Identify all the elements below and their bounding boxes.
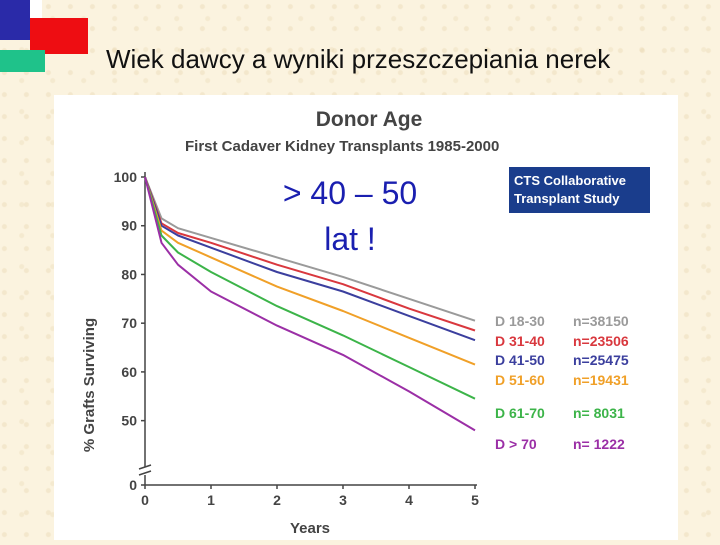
decorative-white-square <box>30 0 42 20</box>
x-tick-label: 5 <box>471 492 479 508</box>
x-tick-label: 1 <box>207 492 215 508</box>
cts-badge-line2: Transplant Study <box>514 191 620 206</box>
series-line-6 <box>144 176 476 432</box>
y-tick-label: 100 <box>114 169 138 185</box>
chart-subtitle: First Cadaver Kidney Transplants 1985-20… <box>185 138 499 155</box>
y-tick-label: 0 <box>129 477 137 493</box>
y-axis-label: % Grafts Surviving <box>81 318 98 452</box>
series-line-5 <box>144 176 476 400</box>
axis-break-mark <box>138 470 152 476</box>
cts-badge-line1: CTS Collaborative <box>514 173 626 188</box>
legend-n-1: n=38150 <box>573 313 629 329</box>
chart-panel: Donor Age First Cadaver Kidney Transplan… <box>54 95 678 540</box>
y-tick-label: 70 <box>121 315 137 331</box>
chart-title: Donor Age <box>316 108 423 131</box>
slide-title: Wiek dawcy a wyniki przeszczepiania nere… <box>106 44 611 74</box>
x-axis-label: Years <box>290 520 330 537</box>
legend-label-3: D 41-50 <box>495 352 545 368</box>
overlay-text-line2: lat ! <box>324 221 376 257</box>
legend-label-4: D 51-60 <box>495 372 545 388</box>
legend-n-6: n= 1222 <box>573 436 625 452</box>
axis-break-mark <box>138 464 152 470</box>
x-tick-label: 3 <box>339 492 347 508</box>
decorative-blue-square <box>0 0 30 40</box>
legend-label-5: D 61-70 <box>495 405 545 421</box>
series-line-2 <box>144 176 476 332</box>
legend-n-5: n= 8031 <box>573 405 625 421</box>
overlay-text-line1: > 40 – 50 <box>283 175 417 211</box>
legend-n-2: n=23506 <box>573 333 629 349</box>
cts-badge <box>509 167 650 213</box>
y-tick-label: 90 <box>121 218 137 234</box>
y-tick-label: 60 <box>121 364 137 380</box>
legend-label-1: D 18-30 <box>495 313 545 329</box>
x-tick-label: 4 <box>405 492 413 508</box>
series-line-1 <box>144 176 476 322</box>
y-tick-label: 50 <box>121 413 137 429</box>
decorative-green-square <box>0 50 45 72</box>
legend-n-4: n=19431 <box>573 372 629 388</box>
decorative-red-square <box>30 18 88 54</box>
series-lines <box>144 176 476 432</box>
survival-chart: Donor Age First Cadaver Kidney Transplan… <box>81 108 650 537</box>
chart-axes: 0 50 60 70 80 90 100 0 1 2 3 4 5 <box>114 169 479 508</box>
legend-label-6: D > 70 <box>495 436 537 452</box>
y-tick-label: 80 <box>121 266 137 282</box>
legend-label-2: D 31-40 <box>495 333 545 349</box>
x-tick-label: 2 <box>273 492 281 508</box>
series-line-4 <box>144 176 476 366</box>
x-tick-label: 0 <box>141 492 149 508</box>
chart-legend: D 18-30 n=38150 D 31-40 n=23506 D 41-50 n=254… <box>495 313 629 452</box>
series-line-3 <box>144 176 476 342</box>
legend-n-3: n=25475 <box>573 352 629 368</box>
